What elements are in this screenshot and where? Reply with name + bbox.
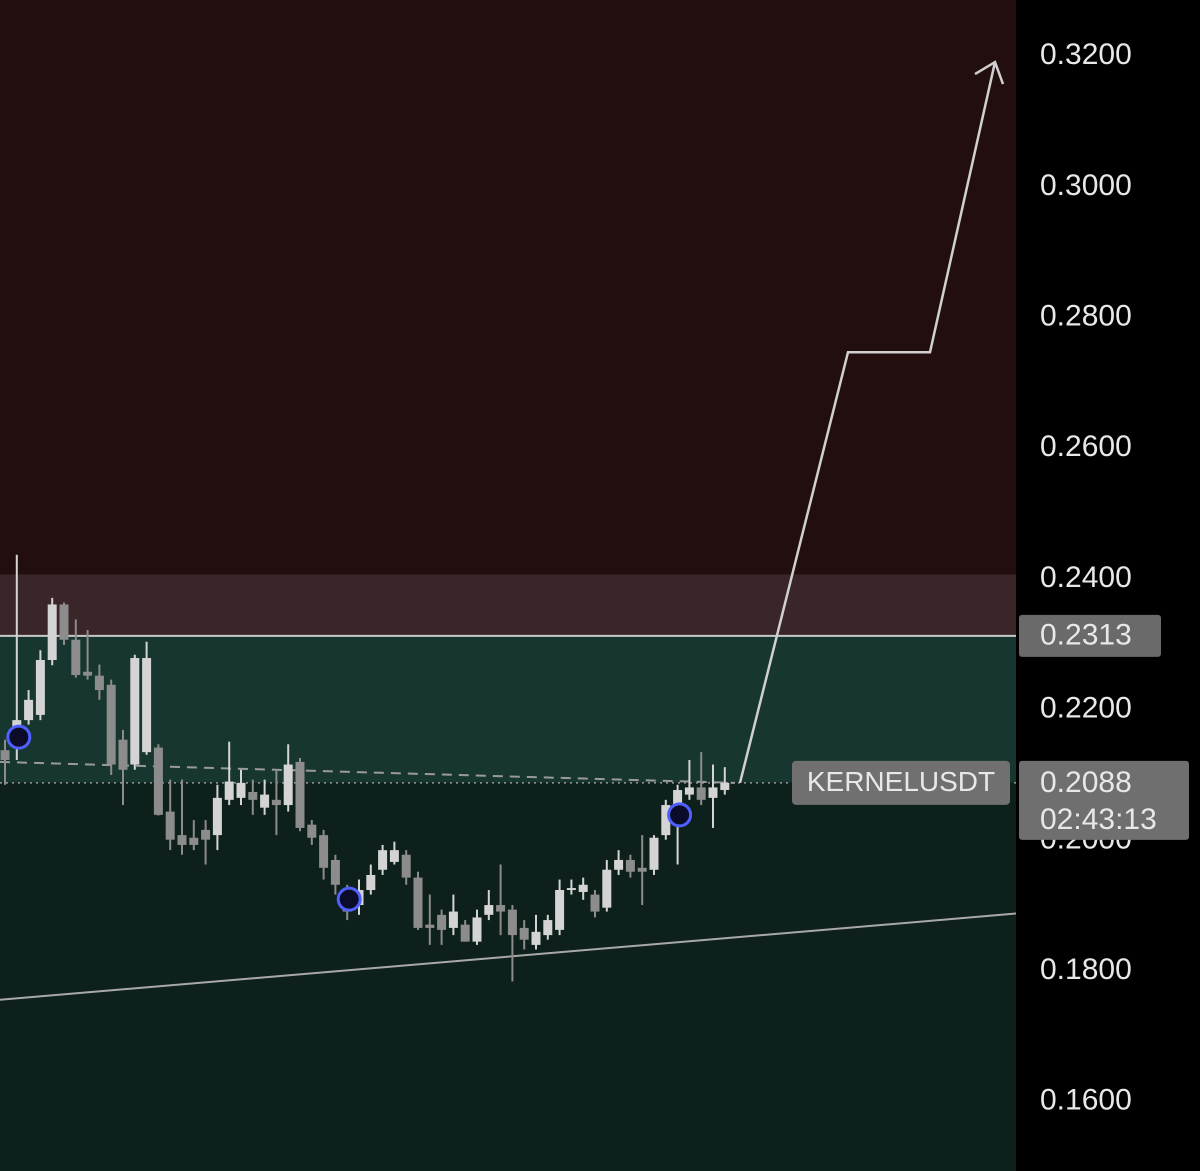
candle-body [153,747,163,815]
candle-body [94,675,104,691]
candle-body [720,782,730,791]
arrow-head [974,60,1005,85]
candle-body [71,639,81,676]
candle-body [437,914,447,930]
y-tick-label: 0.1800 [1040,953,1132,986]
candle-body [130,658,140,765]
candle-body [555,890,565,930]
signal-marker [6,724,32,750]
candle-body [460,924,470,942]
candle-body [24,699,34,721]
candle-body [142,658,152,753]
candle-body [696,787,706,800]
candle-body [389,850,399,862]
candle-body [35,659,45,715]
candle-body [401,854,411,878]
candle-body [708,787,718,798]
candle-body [448,911,458,928]
candle-body [165,811,175,840]
candle-body [201,829,211,840]
candle-body [413,877,423,928]
symbol-box [792,760,1010,805]
price-axis: 0.16000.18000.20000.22000.24000.26000.28… [792,38,1189,1117]
signal-marker [667,802,693,828]
candle-body [330,859,340,885]
zone [0,782,1016,1171]
candle-body [637,867,647,872]
candle-body [543,920,553,936]
candle-body [366,874,376,891]
level-label-box [1019,614,1161,657]
candle-body [472,917,482,942]
candle-body [307,824,317,838]
candle-body [661,805,671,836]
candle-body [625,859,635,872]
y-tick-label: 0.3200 [1040,38,1132,71]
candle-body [566,888,576,891]
candle-body [507,909,517,936]
candle-body [224,781,234,800]
zone [0,635,1016,783]
axis-panel [1016,0,1200,1171]
candle-body [425,924,435,928]
candle-body [295,761,305,828]
candle-body [271,799,281,806]
candle-body [484,905,494,915]
candle-body [496,905,506,912]
candle-body [378,850,388,870]
level-label: 0.2313 [1040,619,1132,652]
symbol-label: KERNELUSDT [807,766,995,797]
candle-body [590,894,600,912]
candle-body [118,739,128,770]
candle-body [106,684,116,765]
candle-body [684,787,694,795]
candle-body [319,835,329,868]
candle-body [47,604,57,660]
candle-body [283,764,293,806]
candle-body [177,835,187,845]
candle-body [602,869,612,908]
last-price-label: 0.2088 [1040,766,1132,799]
y-tick-label: 0.2800 [1040,300,1132,333]
countdown-label: 02:43:13 [1040,803,1157,836]
candle-body [236,782,246,798]
candle-body [0,750,10,760]
candle-body [212,797,222,836]
projection-path [738,61,997,784]
candle-body [248,791,258,800]
y-tick-label: 0.3000 [1040,169,1132,202]
candle-body [260,794,270,808]
y-tick-label: 0.2600 [1040,430,1132,463]
y-tick-label: 0.2200 [1040,692,1132,725]
price-box [1019,760,1189,840]
candle-body [578,884,588,892]
candle-body [519,927,529,940]
candle-body [83,671,93,676]
candle-body [531,931,541,945]
zone [0,574,1016,636]
signal-marker [336,886,362,912]
y-tick-label: 0.1600 [1040,1084,1132,1117]
candle-body [614,859,624,870]
candle-body [649,837,659,870]
zone [0,0,1016,575]
candle-body [189,837,199,845]
trendline [0,912,1017,1001]
y-tick-label: 0.2400 [1040,561,1132,594]
candle-body [59,604,69,640]
